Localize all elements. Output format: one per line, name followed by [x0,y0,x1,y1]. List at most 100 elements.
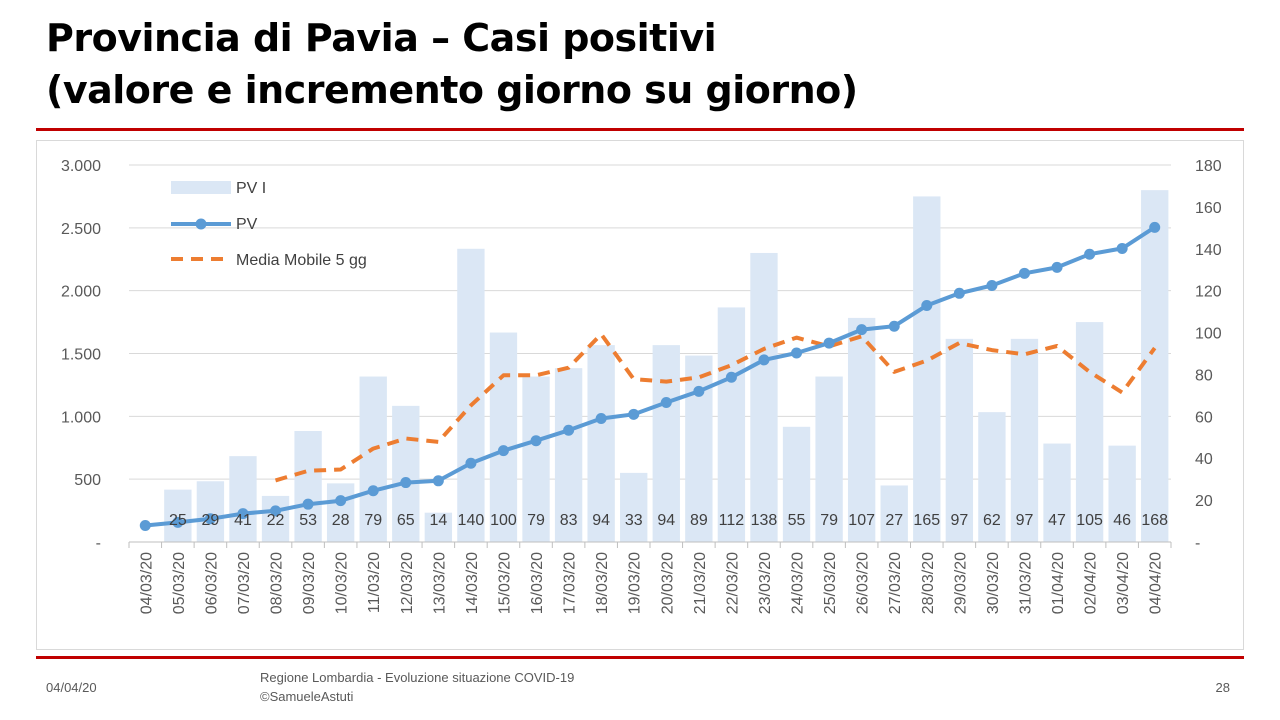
x-tick-label: 01/04/20 [1050,552,1067,614]
y-left-tick-label: - [96,535,101,552]
bar-data-label: 138 [751,512,778,529]
bar [847,317,876,542]
y-left-tick-label: 2.500 [61,221,101,238]
x-tick-label: 30/03/20 [985,552,1002,614]
pv-point [302,498,314,510]
pv-point [1116,242,1128,254]
pv-point [335,495,347,507]
bar-data-label: 55 [788,512,806,529]
x-tick-label: 03/04/20 [1115,552,1132,614]
pv-point [563,424,575,436]
bar-data-label: 62 [983,512,1001,529]
bar-data-label: 27 [885,512,903,529]
bar [945,338,974,542]
bar-data-label: 97 [1016,512,1034,529]
bar [1010,338,1039,542]
pv-point [497,445,509,457]
y-right-tick-label: 60 [1195,409,1213,426]
moving-average-line [274,332,1157,483]
bar [1043,443,1071,542]
bar [164,489,192,542]
bar-data-label: 168 [1141,512,1168,529]
x-tick-label: 13/03/20 [431,552,448,614]
legend: PV I PV Media Mobile 5 gg [171,180,367,269]
axes: - 500 1.000 1.500 2.000 2.500 3.000 - 20 40 60 80 10… [61,158,1222,614]
bar-data-label: 14 [429,512,447,529]
y-left-tick-label: 1.500 [61,347,101,364]
pv-point [791,347,803,359]
bar-data-label: 79 [527,512,545,529]
pv-point [270,505,282,517]
bar [750,252,778,542]
bar-data-label: 79 [820,512,838,529]
bar-data-label: 41 [234,512,252,529]
x-tick-label: 24/03/20 [790,552,807,614]
bar [294,430,322,542]
pv-point [465,457,477,469]
bar [392,405,420,542]
x-tick-label: 07/03/20 [236,552,253,614]
x-tick-label: 11/03/20 [366,552,383,613]
data-labels: 25 29 41 22 53 28 79 65 14 140 100 79 83 94 33 94 89 112 1… [169,512,1168,529]
bar-data-label: 140 [458,512,485,529]
bar-data-label: 83 [560,512,578,529]
pv-point [953,287,965,299]
bars-pv-i [164,190,1169,542]
footer-source: Regione Lombardia - Evoluzione situazion… [260,668,574,706]
pv-point [1051,261,1063,273]
bar [424,512,453,542]
legend-label-pv: PV [236,216,258,233]
y-right-tick-label: 160 [1195,200,1222,217]
footer-source-line-1: Regione Lombardia - Evoluzione situazion… [260,670,575,685]
y-right-tick-label: 100 [1195,326,1222,343]
chart-frame: - 500 1.000 1.500 2.000 2.500 3.000 - 20 40 60 80 10… [36,140,1244,650]
x-tick-label: 26/03/20 [855,552,872,614]
bar [652,345,680,542]
x-tick-label: 20/03/20 [659,552,676,614]
y-right-tick-label: 20 [1195,493,1213,510]
bar [1075,322,1104,542]
pv-point [1018,267,1030,279]
pv-point [693,385,705,397]
pv-point [204,513,216,525]
bar-data-label: 65 [397,512,415,529]
y-right-tick-label: 80 [1195,367,1213,384]
title-line-2: (valore e incremento giorno su giorno) [46,68,858,112]
bar-data-label: 29 [202,512,220,529]
pv-point [888,320,900,332]
pv-point [367,485,379,497]
pv-point [725,371,737,383]
legend-swatch-pv-i [171,181,231,194]
slide-title: Provincia di Pavia – Casi positivi (valo… [46,12,858,116]
bar-data-label: 53 [299,512,317,529]
x-tick-label: 29/03/20 [952,552,969,614]
y-left-tick-label: 500 [74,472,101,489]
series-pv [139,221,1161,532]
bar [359,376,387,542]
bar [326,483,355,542]
bar-data-label: 112 [719,512,745,529]
bar-data-label: 100 [490,512,517,529]
pv-point [921,299,933,311]
pv-point [1084,248,1096,260]
x-tick-label: 23/03/20 [757,552,774,614]
pv-point [400,477,412,489]
pv-point [856,324,868,336]
bar [457,248,485,542]
bar-data-label: 22 [267,512,285,529]
x-tick-label: 28/03/20 [920,552,937,614]
bar [261,495,290,542]
pv-point [986,280,998,292]
y-right-tick-label: 120 [1195,284,1222,301]
x-tick-label: 04/03/20 [138,552,155,614]
pv-point [530,435,542,447]
x-tick-label: 25/03/20 [822,552,839,614]
pv-point [1149,221,1161,233]
bar-data-label: 165 [913,512,940,529]
bar [196,481,225,542]
pv-point [758,354,770,366]
y-right-tick-label: - [1195,535,1200,552]
bar-data-label: 107 [848,512,875,529]
pv-point [432,475,444,487]
bar-data-label: 46 [1113,512,1131,529]
